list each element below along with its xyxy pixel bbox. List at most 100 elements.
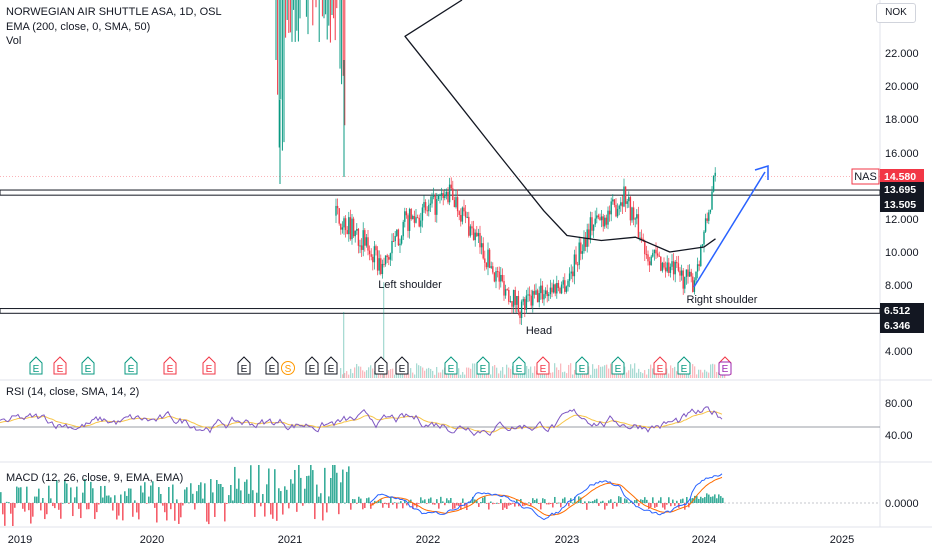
candle: [429, 203, 432, 206]
macd-tick-label: 0.0000: [885, 498, 919, 510]
annotation-head: Head: [526, 325, 552, 337]
macd-histogram-bar: [230, 484, 232, 503]
earnings-marker[interactable]: E: [163, 356, 177, 375]
volume-bar: [588, 366, 590, 378]
macd-histogram-bar: [620, 497, 622, 503]
macd-histogram-bar: [422, 500, 424, 503]
candle: [552, 284, 555, 293]
volume-bar: [716, 371, 718, 378]
ema-legend[interactable]: EMA (200, close, 0, SMA, 50): [6, 21, 151, 33]
earnings-marker[interactable]: E: [653, 356, 667, 375]
earnings-marker[interactable]: E: [305, 356, 319, 375]
volume-bar: [440, 372, 442, 378]
earnings-marker[interactable]: E: [29, 356, 43, 375]
macd-histogram-bar: [238, 478, 240, 503]
earnings-label: E: [128, 364, 135, 375]
macd-histogram-bar: [62, 502, 64, 504]
macd-histogram-bar: [6, 501, 8, 503]
earnings-marker[interactable]: E: [677, 356, 691, 375]
macd-histogram-bar: [212, 492, 214, 503]
macd-histogram-bar: [478, 503, 480, 507]
macd-histogram-bar: [404, 499, 406, 503]
rsi-legend[interactable]: RSI (14, close, SMA, 14, 2): [6, 386, 140, 398]
candle: [607, 210, 609, 225]
earnings-marker[interactable]: E: [512, 356, 526, 375]
earnings-marker[interactable]: E: [124, 356, 138, 375]
earnings-marker[interactable]: E: [53, 356, 67, 375]
candle: [456, 197, 459, 212]
macd-histogram-bar: [360, 498, 362, 503]
earnings-marker[interactable]: S: [281, 361, 295, 376]
macd-histogram-bar: [428, 498, 430, 503]
macd-histogram-bar: [154, 503, 156, 508]
candle: [581, 251, 584, 254]
candle: [696, 264, 699, 272]
earnings-marker[interactable]: E: [374, 356, 388, 375]
macd-histogram-bar: [278, 488, 280, 503]
macd-legend[interactable]: MACD (12, 26, close, 9, EMA, EMA): [6, 472, 184, 484]
candle: [629, 197, 632, 221]
earnings-marker[interactable]: E: [324, 356, 338, 375]
macd-histogram-bar: [182, 503, 184, 506]
earnings-icon: [81, 356, 95, 375]
volume-bar: [606, 364, 608, 378]
earnings-marker[interactable]: E: [536, 356, 550, 375]
earnings-label: E: [269, 364, 276, 375]
macd-histogram-bar: [510, 503, 512, 505]
candle: [546, 290, 548, 297]
earnings-marker[interactable]: E: [81, 356, 95, 375]
earnings-marker[interactable]: E: [611, 356, 625, 375]
earnings-marker[interactable]: E: [444, 356, 458, 375]
macd-histogram-bar: [710, 496, 712, 503]
candle: [455, 197, 457, 208]
earnings-marker[interactable]: E: [237, 356, 251, 375]
candle: [386, 255, 388, 258]
macd-histogram-bar: [334, 465, 336, 503]
volume-bar: [372, 368, 374, 378]
candle: [672, 261, 675, 275]
volume-legend[interactable]: Vol: [6, 35, 22, 47]
macd-histogram-bar: [636, 499, 638, 503]
candle: [492, 266, 494, 273]
macd-histogram-bar: [720, 496, 722, 503]
candle: [431, 196, 433, 204]
candle: [548, 294, 550, 297]
macd-histogram-bar: [84, 479, 86, 503]
macd-histogram-bar: [554, 496, 556, 503]
earnings-marker[interactable]: E: [575, 356, 589, 375]
macd-histogram-bar: [680, 499, 682, 503]
volume-bar: [516, 373, 518, 378]
volume-bar: [590, 374, 592, 378]
candle: [610, 201, 612, 215]
macd-histogram-bar: [70, 487, 72, 503]
earnings-marker[interactable]: E: [395, 356, 409, 375]
volume-bar: [490, 374, 492, 378]
volume-bar: [706, 371, 708, 378]
macd-histogram-bar: [676, 500, 678, 503]
earnings-marker[interactable]: E: [476, 356, 490, 375]
candle: [551, 287, 553, 293]
earnings-icon: [611, 356, 625, 375]
macd-histogram-bar: [562, 498, 564, 503]
macd-histogram-bar: [188, 502, 190, 504]
candle: [608, 210, 611, 215]
macd-histogram-bar: [276, 503, 278, 521]
volume-bar: [488, 372, 490, 378]
symbol-title[interactable]: NORWEGIAN AIR SHUTTLE ASA, 1D, OSL: [6, 6, 222, 18]
volume-bar: [496, 367, 498, 378]
macd-histogram-bar: [434, 503, 436, 505]
macd-histogram-bar: [52, 503, 54, 507]
earnings-label: E: [681, 364, 688, 375]
earnings-marker[interactable]: E: [202, 356, 216, 375]
candle: [645, 254, 648, 256]
candle: [704, 218, 707, 232]
earnings-marker[interactable]: E: [265, 356, 279, 375]
macd-histogram-bar: [286, 489, 288, 503]
macd-histogram-bar: [352, 499, 354, 503]
earnings-label: E: [57, 364, 64, 375]
macd-histogram-bar: [140, 485, 142, 503]
volume-bar: [708, 372, 710, 378]
currency-button[interactable]: NOK: [876, 3, 916, 23]
volume-bar: [492, 366, 494, 378]
